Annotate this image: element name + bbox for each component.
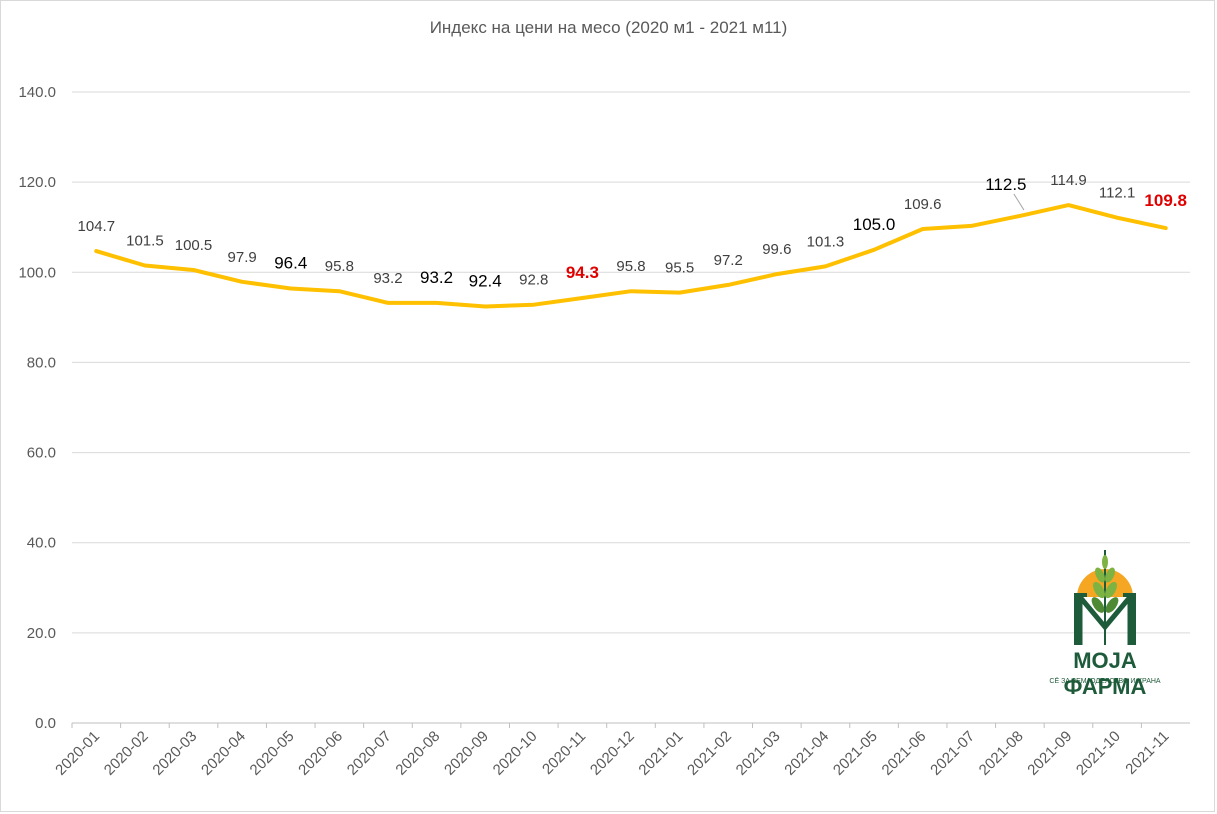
y-tick-label: 60.0 [27,445,56,462]
x-tick-label: 2020-02 [101,728,152,779]
data-label: 97.9 [228,249,257,266]
data-label: 95.8 [325,258,354,275]
y-axis-ticks: 0.0 20.0 40.0 60.0 80.0 100.0 120.0 140.0 [18,84,56,732]
data-label: 96.4 [274,254,307,273]
x-tick-label: 2020-03 [149,728,200,779]
x-tick-label: 2020-04 [198,728,249,779]
moja-farma-logo: МОЈА ФАРМА СЁ ЗА ЗЕМЈОДЕЛСТВО И ХРАНА [1030,545,1180,699]
x-tick-label: 2021-09 [1024,728,1075,779]
x-tick-label: 2021-10 [1073,728,1124,779]
logo-name: МОЈА ФАРМА [1063,648,1147,699]
data-label: 93.2 [373,270,402,287]
data-label: 104.7 [78,218,116,235]
y-tick-label: 80.0 [27,354,56,371]
x-tick-label: 2021-08 [976,728,1027,779]
x-tick-label: 2021-02 [684,728,735,779]
data-label: 97.2 [714,252,743,269]
x-tick-label: 2021-03 [733,728,784,779]
x-tick-label: 2020-06 [295,728,346,779]
x-tick-label: 2020-07 [344,728,395,779]
data-label: 101.5 [126,233,164,250]
data-label: 105.0 [853,215,896,234]
x-tick-label: 2020-05 [247,728,298,779]
data-label: 92.4 [469,272,502,291]
data-label: 112.5 [985,175,1026,194]
chart-title: Индекс на цени на месо (2020 м1 - 2021 м… [429,18,788,37]
y-tick-label: 40.0 [27,535,56,552]
y-tick-label: 100.0 [18,264,56,281]
data-label: 109.8 [1144,191,1187,210]
y-tick-label: 140.0 [18,84,56,101]
x-tick-label: 2021-04 [781,728,832,779]
data-labels: 104.7 101.5 100.5 97.9 96.4 95.8 93.2 93.2 92.4 9… [78,172,1187,290]
data-label: 92.8 [519,272,548,289]
series-line [94,203,1168,309]
label-leader-line [1013,193,1025,211]
x-tick-label: 2021-06 [879,728,930,779]
gridlines [72,91,1190,724]
y-tick-label: 120.0 [18,174,56,191]
y-tick-label: 20.0 [27,625,56,642]
x-axis-ticks: 2020-012020-022020-032020-042020-052020-… [52,723,1173,779]
data-label: 112.1 [1099,185,1135,202]
x-tick-label: 2021-11 [1122,728,1172,778]
logo-emblem-icon [1074,550,1136,645]
x-tick-label: 2020-01 [52,728,103,779]
y-tick-label: 0.0 [35,715,56,732]
data-label: 101.3 [807,233,845,250]
data-label: 95.5 [665,260,694,277]
x-tick-label: 2020-12 [587,728,638,779]
data-label: 99.6 [762,241,791,258]
x-tick-label: 2021-05 [830,728,881,779]
x-tick-label: 2021-07 [927,728,978,779]
series-line [94,203,1168,309]
x-tick-label: 2020-08 [392,728,443,779]
x-tick-label: 2020-10 [490,728,541,779]
x-tick-label: 2020-09 [441,728,492,779]
data-label: 95.8 [616,258,645,275]
logo-tagline: СЁ ЗА ЗЕМЈОДЕЛСТВО И ХРАНА [1049,678,1161,685]
x-tick-label: 2020-11 [539,728,589,778]
data-label: 100.5 [175,237,213,254]
data-label: 109.6 [904,196,942,213]
data-label: 94.3 [566,263,599,282]
data-label: 93.2 [420,268,453,287]
x-tick-label: 2021-01 [635,728,686,779]
data-label: 114.9 [1050,172,1086,189]
